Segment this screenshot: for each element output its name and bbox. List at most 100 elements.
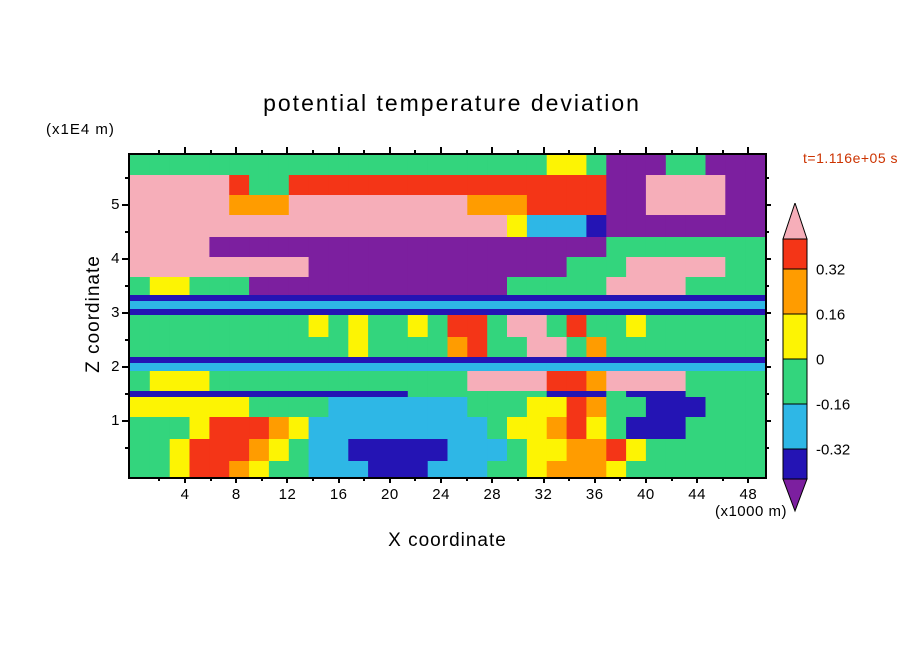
field-cell	[288, 257, 310, 278]
field-cell	[189, 371, 210, 392]
field-cell	[169, 371, 191, 392]
y-tick-label: 5	[111, 195, 120, 213]
field-cell	[606, 417, 627, 440]
field-cell	[268, 357, 290, 364]
field-cell	[229, 461, 250, 477]
field-cell	[328, 391, 349, 398]
field-cell	[586, 417, 607, 440]
field-cell	[149, 257, 171, 278]
field-cell	[665, 309, 687, 316]
field-cell	[308, 215, 329, 238]
field-cell	[407, 439, 429, 462]
field-cell	[626, 257, 647, 278]
field-cell	[705, 337, 726, 358]
field-cell	[268, 439, 290, 462]
field-cell	[249, 155, 270, 176]
field-cell	[705, 257, 726, 278]
field-cell	[189, 195, 210, 216]
field-cell	[447, 295, 468, 302]
field-cell	[268, 337, 290, 358]
field-cell	[566, 301, 587, 310]
field-cell	[487, 391, 508, 398]
field-cell	[725, 301, 746, 310]
field-cell	[348, 391, 369, 398]
colorbar-segment	[782, 313, 808, 360]
field-cell	[308, 397, 329, 418]
field-cell	[308, 461, 329, 477]
field-cell	[526, 237, 548, 258]
field-cell	[308, 301, 329, 310]
field-cell	[368, 301, 389, 310]
field-cell	[645, 155, 667, 176]
colorbar-segment	[782, 403, 808, 450]
field-cell	[745, 371, 765, 392]
field-cell	[209, 215, 230, 238]
field-cell	[586, 357, 607, 364]
field-cell	[130, 371, 151, 392]
field-cell	[665, 155, 687, 176]
field-cell	[388, 309, 409, 316]
field-cell	[467, 461, 488, 477]
field-cell	[209, 315, 230, 338]
field-cell	[229, 357, 250, 364]
field-cell	[368, 391, 389, 398]
field-cell	[328, 371, 349, 392]
field-cell	[546, 155, 568, 176]
field-cell	[189, 315, 210, 338]
colorbar-tick-label: -0.32	[816, 441, 850, 458]
field-cell	[229, 215, 250, 238]
field-cell	[725, 195, 746, 216]
field-cell	[229, 371, 250, 392]
field-cell	[685, 337, 706, 358]
field-cell	[467, 357, 488, 364]
field-cell	[368, 257, 389, 278]
field-cell	[229, 257, 250, 278]
field-cell	[447, 277, 468, 296]
field-cell	[268, 155, 290, 176]
field-cell	[507, 417, 528, 440]
field-cell	[487, 237, 508, 258]
field-cell	[507, 315, 528, 338]
field-cell	[268, 215, 290, 238]
field-cell	[685, 371, 706, 392]
field-cell	[328, 363, 349, 372]
field-cell	[130, 397, 151, 418]
field-cell	[586, 461, 607, 477]
x-tick-label: 24	[432, 486, 450, 503]
field-cell	[407, 155, 429, 176]
field-cell	[447, 155, 468, 176]
field-cell	[566, 155, 587, 176]
field-cell	[507, 337, 528, 358]
field-cell	[586, 155, 607, 176]
field-cell	[348, 277, 369, 296]
field-cell	[348, 315, 369, 338]
field-cell	[308, 439, 329, 462]
field-cell	[388, 237, 409, 258]
field-cell	[685, 195, 706, 216]
field-cell	[566, 397, 587, 418]
field-cell	[487, 309, 508, 316]
field-cell	[487, 363, 508, 372]
field-cell	[308, 417, 329, 440]
field-cell	[705, 301, 726, 310]
field-cell	[229, 295, 250, 302]
field-cell	[507, 195, 528, 216]
field-cell	[149, 397, 171, 418]
plot-area	[128, 153, 767, 479]
field-cell	[725, 295, 746, 302]
field-cell	[328, 301, 349, 310]
field-cell	[705, 295, 726, 302]
field-cell	[645, 371, 667, 392]
field-cell	[249, 315, 270, 338]
field-cell	[388, 155, 409, 176]
y-axis-units-label: (x1E4 m)	[46, 121, 115, 138]
field-cell	[685, 175, 706, 196]
field-cell	[685, 295, 706, 302]
field-cell	[626, 397, 647, 418]
field-cell	[705, 175, 726, 196]
field-cell	[348, 257, 369, 278]
field-cell	[249, 195, 270, 216]
field-cell	[149, 461, 171, 477]
field-cell	[526, 371, 548, 392]
field-cell	[229, 155, 250, 176]
